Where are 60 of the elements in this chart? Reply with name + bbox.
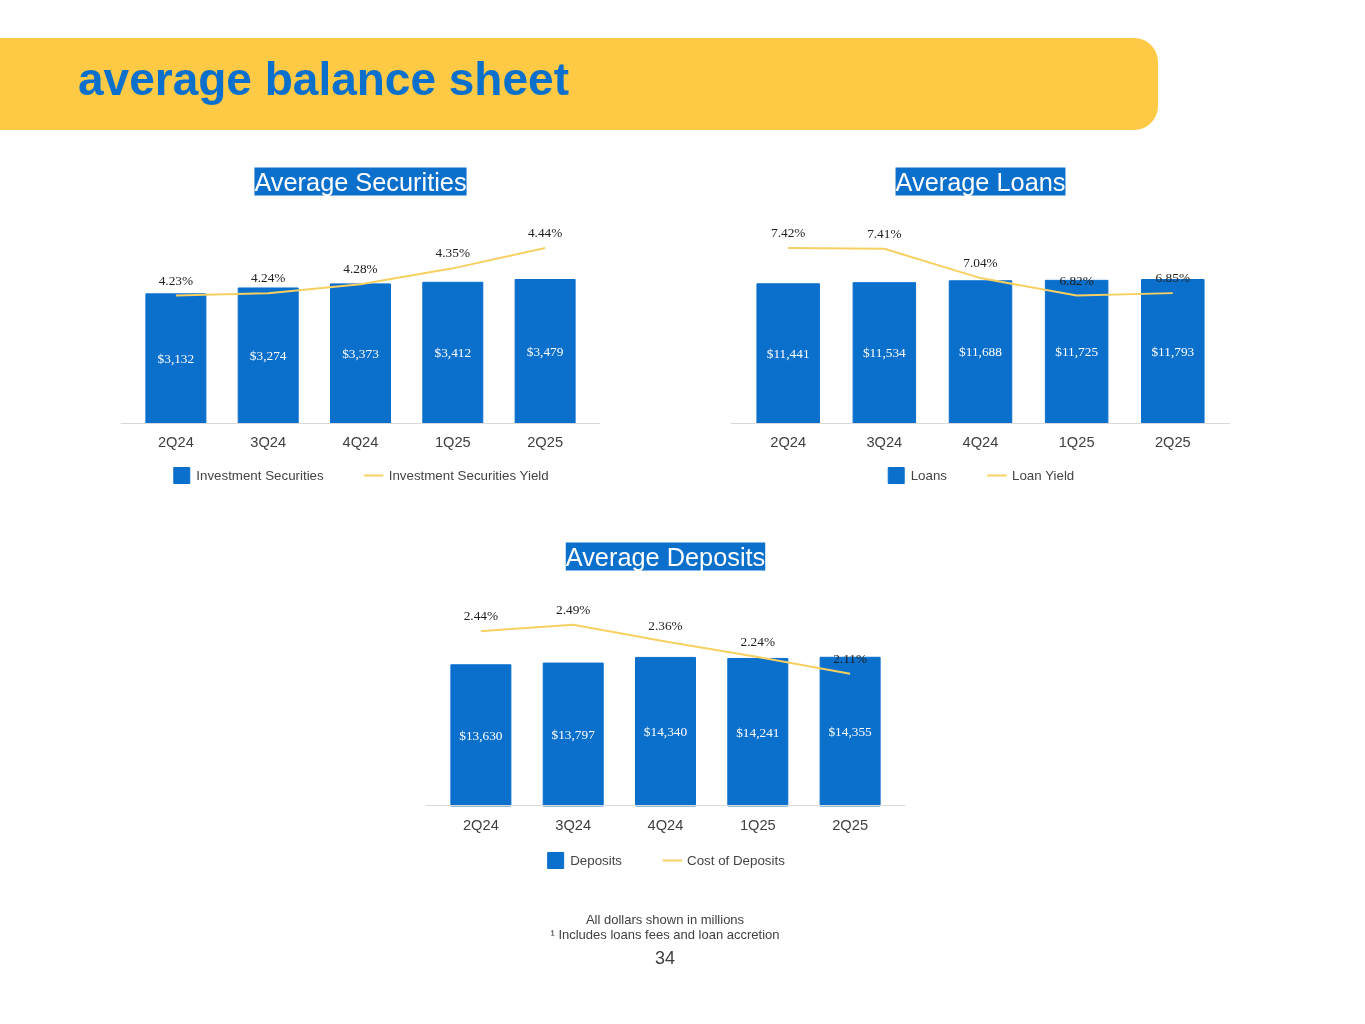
x-tick-label: 1Q25 xyxy=(434,434,471,451)
data-label: 4.23% xyxy=(158,272,194,288)
x-tick-label: 3Q24 xyxy=(555,816,592,833)
data-label: 4.24% xyxy=(250,270,286,286)
data-label: 2.36% xyxy=(648,618,683,634)
legend-label: Loan Yield xyxy=(1012,467,1075,483)
chart-title: Average Securities xyxy=(254,167,467,196)
x-tick-label: 1Q25 xyxy=(1058,434,1095,451)
data-label: $11,793 xyxy=(1151,343,1195,359)
data-label: $13,797 xyxy=(551,727,596,743)
x-tick-label: 2Q24 xyxy=(462,816,499,833)
x-tick-label: 2Q25 xyxy=(527,434,564,451)
x-tick-label: 2Q24 xyxy=(157,434,194,451)
data-label: $14,241 xyxy=(736,724,780,740)
text: 34 xyxy=(654,948,676,969)
data-label: $3,412 xyxy=(434,345,472,361)
data-label: $11,688 xyxy=(959,344,1003,360)
x-tick-label: 4Q24 xyxy=(647,816,684,833)
data-label: $3,132 xyxy=(157,351,195,366)
data-label: $3,373 xyxy=(342,346,380,362)
bar xyxy=(514,279,576,424)
x-tick-label: 4Q24 xyxy=(962,434,999,451)
data-label: 4.44% xyxy=(527,225,563,240)
text: average balance sheet xyxy=(78,52,569,106)
data-label: $3,274 xyxy=(249,348,287,364)
data-label: 2.24% xyxy=(740,634,776,650)
x-tick-label: 2Q25 xyxy=(832,816,869,833)
data-label: $14,340 xyxy=(643,724,688,740)
data-label: 7.41% xyxy=(867,225,902,241)
data-label: 7.04% xyxy=(963,255,998,271)
legend-label: Deposits xyxy=(570,852,623,868)
x-tick-label: 1Q25 xyxy=(739,816,776,833)
x-tick-label: 3Q24 xyxy=(866,434,903,451)
bar xyxy=(145,293,207,424)
text: All dollars shown in millions xyxy=(585,912,745,927)
data-label: 2.49% xyxy=(555,601,591,617)
data-label: $13,630 xyxy=(459,727,503,743)
data-label: $14,355 xyxy=(828,724,873,740)
text: ¹ Includes loans fees and loan accretion xyxy=(550,927,780,942)
data-label: $11,725 xyxy=(1055,344,1099,360)
data-label: $11,534 xyxy=(862,345,907,361)
x-tick-label: 2Q24 xyxy=(770,434,807,451)
data-label: 4.35% xyxy=(435,245,471,261)
data-label: 7.42% xyxy=(770,225,806,240)
x-tick-label: 2Q25 xyxy=(1154,434,1191,451)
legend-label: Cost of Deposits xyxy=(687,852,785,868)
x-tick-label: 4Q24 xyxy=(342,434,379,451)
bar xyxy=(422,281,484,424)
bar xyxy=(237,287,299,424)
legend-label: Investment Securities xyxy=(196,467,324,483)
chart-title: Average Deposits xyxy=(565,542,766,571)
chart-title: Average Loans xyxy=(895,167,1066,196)
legend-label: Investment Securities Yield xyxy=(388,467,549,483)
x-tick-label: 3Q24 xyxy=(250,434,287,451)
data-label: $11,441 xyxy=(766,345,810,361)
data-label: 2.44% xyxy=(463,608,499,624)
legend-label: Loans xyxy=(910,467,948,483)
data-label: $3,479 xyxy=(526,343,564,359)
data-label: 4.28% xyxy=(343,261,378,277)
bar xyxy=(330,283,391,424)
